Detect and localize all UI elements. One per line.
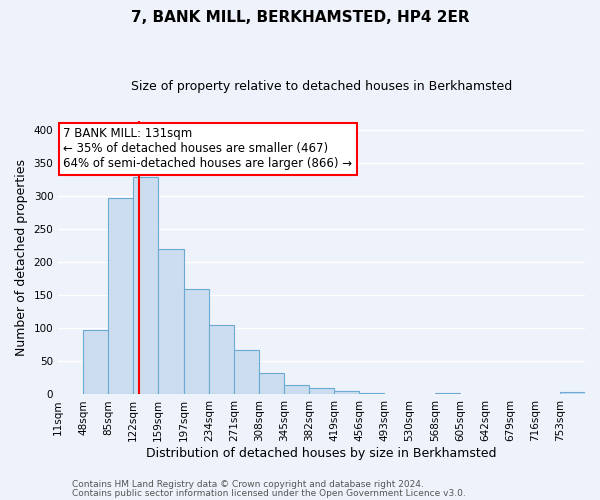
Bar: [359, 393, 384, 394]
Bar: [108, 198, 133, 394]
Bar: [133, 176, 158, 394]
Bar: [309, 388, 334, 394]
Bar: [184, 289, 209, 395]
Text: Contains public sector information licensed under the Open Government Licence v3: Contains public sector information licen…: [72, 488, 466, 498]
Bar: [259, 374, 284, 394]
Y-axis label: Number of detached properties: Number of detached properties: [15, 159, 28, 356]
Bar: [560, 392, 585, 394]
Bar: [158, 250, 184, 394]
Text: Contains HM Land Registry data © Crown copyright and database right 2024.: Contains HM Land Registry data © Crown c…: [72, 480, 424, 489]
X-axis label: Distribution of detached houses by size in Berkhamsted: Distribution of detached houses by size …: [146, 447, 497, 460]
Bar: [435, 393, 460, 394]
Title: Size of property relative to detached houses in Berkhamsted: Size of property relative to detached ho…: [131, 80, 512, 93]
Text: 7, BANK MILL, BERKHAMSTED, HP4 2ER: 7, BANK MILL, BERKHAMSTED, HP4 2ER: [131, 10, 469, 25]
Bar: [334, 391, 359, 394]
Text: 7 BANK MILL: 131sqm
← 35% of detached houses are smaller (467)
64% of semi-detac: 7 BANK MILL: 131sqm ← 35% of detached ho…: [64, 128, 353, 170]
Bar: [83, 330, 108, 394]
Bar: [284, 385, 309, 394]
Bar: [234, 350, 259, 395]
Bar: [209, 325, 234, 394]
